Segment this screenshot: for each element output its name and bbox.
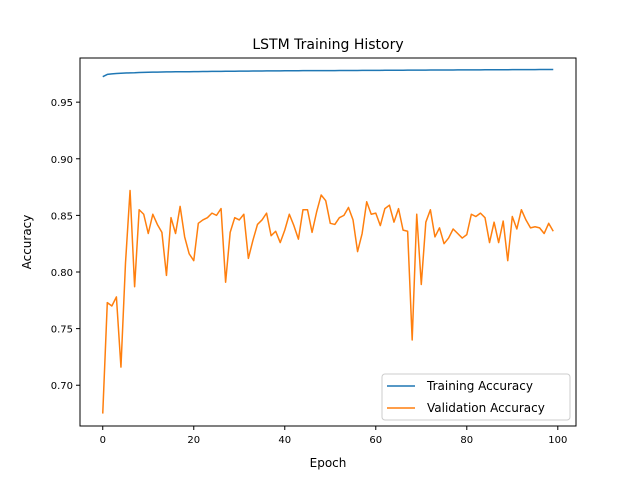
series-layer (102, 68, 554, 414)
legend: Training Accuracy Validation Accuracy (381, 373, 571, 421)
series-line-training-accuracy (102, 68, 554, 78)
x-axis-label: Epoch (310, 456, 347, 470)
x-tick-label: 80 (460, 435, 473, 446)
x-tick-label: 20 (187, 435, 200, 446)
x-tick-label: 60 (369, 435, 382, 446)
series-line-validation-accuracy (102, 189, 554, 414)
x-axis: 0 20 40 60 80 100 (100, 426, 567, 446)
y-axis: 0.70 0.75 0.80 0.85 0.90 0.95 (51, 98, 80, 392)
y-tick-label: 0.80 (51, 268, 73, 279)
legend-label-training: Training Accuracy (426, 379, 533, 393)
x-tick-label: 40 (278, 435, 291, 446)
legend-label-validation: Validation Accuracy (427, 401, 545, 415)
x-tick-label: 100 (548, 435, 567, 446)
y-tick-label: 0.70 (51, 381, 73, 392)
y-tick-label: 0.90 (51, 155, 73, 166)
plot-frame (79, 57, 577, 427)
plot-area (79, 57, 577, 427)
y-tick-label: 0.95 (51, 98, 73, 109)
y-tick-label: 0.75 (51, 325, 73, 336)
chart-title: LSTM Training History (252, 37, 403, 53)
y-axis-label: Accuracy (20, 215, 34, 270)
y-tick-label: 0.85 (51, 211, 73, 222)
legend-box (381, 373, 571, 421)
x-tick-label: 0 (100, 435, 106, 446)
